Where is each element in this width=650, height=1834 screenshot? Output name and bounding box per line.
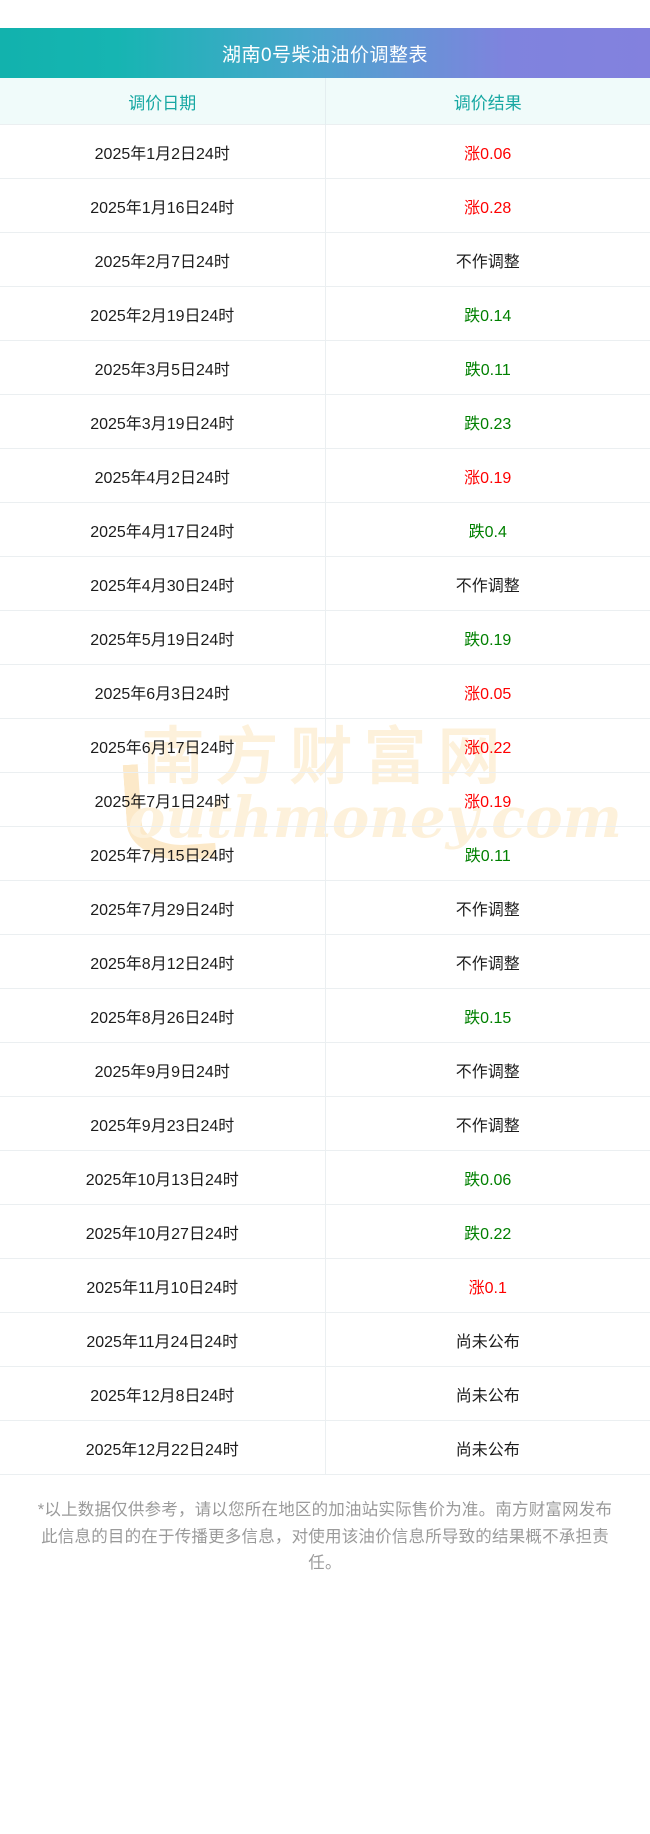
table-row: 2025年7月15日24时 跌0.11 — [0, 826, 650, 881]
cell-result: 不作调整 — [325, 1042, 650, 1097]
cell-result: 跌0.22 — [325, 1204, 650, 1259]
cell-result: 涨0.1 — [325, 1258, 650, 1313]
cell-result: 不作调整 — [325, 1096, 650, 1151]
table-row: 2025年10月27日24时 跌0.22 — [0, 1204, 650, 1259]
cell-date: 2025年3月19日24时 — [0, 394, 326, 449]
table-row: 2025年12月22日24时 尚未公布 — [0, 1420, 650, 1475]
table-row: 2025年1月16日24时 涨0.28 — [0, 178, 650, 233]
cell-result: 涨0.05 — [325, 664, 650, 719]
table-row: 2025年7月29日24时 不作调整 — [0, 880, 650, 935]
table-row: 2025年3月5日24时 跌0.11 — [0, 340, 650, 395]
cell-result: 涨0.19 — [325, 448, 650, 503]
table-row: 2025年4月17日24时 跌0.4 — [0, 502, 650, 557]
table-row: 2025年12月8日24时 尚未公布 — [0, 1366, 650, 1421]
cell-date: 2025年11月24日24时 — [0, 1312, 326, 1367]
table-row: 2025年11月24日24时 尚未公布 — [0, 1312, 650, 1367]
cell-result: 跌0.19 — [325, 610, 650, 665]
cell-date: 2025年4月17日24时 — [0, 502, 326, 557]
cell-date: 2025年11月10日24时 — [0, 1258, 326, 1313]
cell-date: 2025年7月15日24时 — [0, 826, 326, 881]
table-row: 2025年8月12日24时 不作调整 — [0, 934, 650, 989]
cell-result: 跌0.11 — [325, 340, 650, 395]
cell-result: 尚未公布 — [325, 1312, 650, 1367]
cell-date: 2025年3月5日24时 — [0, 340, 326, 395]
table-row: 2025年4月30日24时 不作调整 — [0, 556, 650, 611]
cell-date: 2025年12月22日24时 — [0, 1420, 326, 1475]
cell-date: 2025年12月8日24时 — [0, 1366, 326, 1421]
cell-result: 不作调整 — [325, 880, 650, 935]
column-header-result: 调价结果 — [325, 78, 650, 125]
cell-result: 涨0.22 — [325, 718, 650, 773]
cell-date: 2025年7月29日24时 — [0, 880, 326, 935]
cell-date: 2025年4月30日24时 — [0, 556, 326, 611]
table-row: 2025年7月1日24时 涨0.19 — [0, 772, 650, 827]
cell-result: 跌0.4 — [325, 502, 650, 557]
table-row: 2025年2月19日24时 跌0.14 — [0, 286, 650, 341]
cell-date: 2025年7月1日24时 — [0, 772, 326, 827]
column-header-date: 调价日期 — [0, 78, 326, 125]
cell-date: 2025年2月7日24时 — [0, 232, 326, 287]
table-row: 2025年1月2日24时 涨0.06 — [0, 124, 650, 179]
cell-result: 跌0.11 — [325, 826, 650, 881]
cell-date: 2025年8月26日24时 — [0, 988, 326, 1043]
cell-result: 尚未公布 — [325, 1420, 650, 1475]
disclaimer-note: *以上数据仅供参考，请以您所在地区的加油站实际售价为准。南方财富网发布此信息的目… — [37, 1501, 613, 1573]
table-row: 2025年10月13日24时 跌0.06 — [0, 1150, 650, 1205]
cell-result: 涨0.28 — [325, 178, 650, 233]
table-body: 2025年1月2日24时 涨0.06 2025年1月16日24时 涨0.28 2025年… — [0, 124, 650, 1475]
table-row: 2025年6月17日24时 涨0.22 — [0, 718, 650, 773]
cell-date: 2025年10月27日24时 — [0, 1204, 326, 1259]
table-title-row: 湖南0号柴油油价调整表 — [0, 28, 650, 78]
table-row: 2025年2月7日24时 不作调整 — [0, 232, 650, 287]
cell-date: 2025年10月13日24时 — [0, 1150, 326, 1205]
cell-date: 2025年4月2日24时 — [0, 448, 326, 503]
table-title: 湖南0号柴油油价调整表 — [0, 28, 650, 78]
cell-result: 不作调整 — [325, 232, 650, 287]
cell-result: 跌0.06 — [325, 1150, 650, 1205]
cell-result: 跌0.15 — [325, 988, 650, 1043]
cell-result: 涨0.06 — [325, 124, 650, 179]
cell-date: 2025年1月2日24时 — [0, 124, 326, 179]
table-row: 2025年9月23日24时 不作调整 — [0, 1096, 650, 1151]
cell-date: 2025年9月9日24时 — [0, 1042, 326, 1097]
price-adjustment-page: 南方财富网 outhmoney.com 湖南0号柴油油价调整表 调价日期 调价结… — [0, 28, 650, 1834]
price-table-wrapper: 湖南0号柴油油价调整表 调价日期 调价结果 2025年1月2日24时 涨0.06 2… — [0, 28, 650, 1475]
cell-date: 2025年6月17日24时 — [0, 718, 326, 773]
price-adjustment-table: 湖南0号柴油油价调整表 调价日期 调价结果 2025年1月2日24时 涨0.06 2… — [0, 28, 650, 1475]
cell-date: 2025年2月19日24时 — [0, 286, 326, 341]
table-row: 2025年3月19日24时 跌0.23 — [0, 394, 650, 449]
table-row: 2025年11月10日24时 涨0.1 — [0, 1258, 650, 1313]
cell-result: 尚未公布 — [325, 1366, 650, 1421]
table-column-header-row: 调价日期 调价结果 — [0, 78, 650, 125]
cell-result: 跌0.14 — [325, 286, 650, 341]
table-head: 湖南0号柴油油价调整表 调价日期 调价结果 — [0, 28, 650, 125]
table-row: 2025年9月9日24时 不作调整 — [0, 1042, 650, 1097]
cell-date: 2025年6月3日24时 — [0, 664, 326, 719]
cell-date: 2025年9月23日24时 — [0, 1096, 326, 1151]
table-row: 2025年5月19日24时 跌0.19 — [0, 610, 650, 665]
cell-result: 不作调整 — [325, 934, 650, 989]
cell-date: 2025年1月16日24时 — [0, 178, 326, 233]
table-row: 2025年8月26日24时 跌0.15 — [0, 988, 650, 1043]
cell-result: 涨0.19 — [325, 772, 650, 827]
table-row: 2025年4月2日24时 涨0.19 — [0, 448, 650, 503]
cell-result: 不作调整 — [325, 556, 650, 611]
cell-date: 2025年8月12日24时 — [0, 934, 326, 989]
table-row: 2025年6月3日24时 涨0.05 — [0, 664, 650, 719]
cell-date: 2025年5月19日24时 — [0, 610, 326, 665]
cell-result: 跌0.23 — [325, 394, 650, 449]
